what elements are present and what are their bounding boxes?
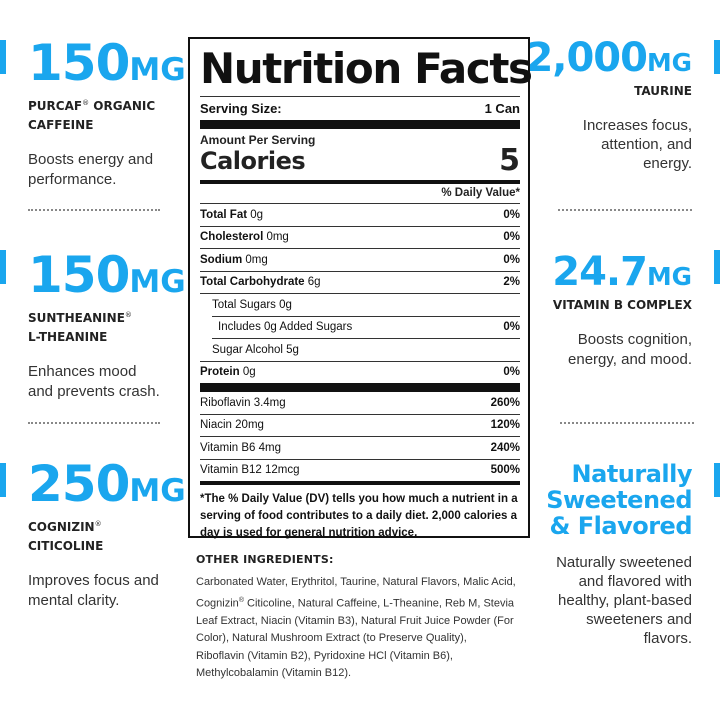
feature-desc: Improves focus and mental clarity. bbox=[28, 572, 159, 609]
amount-per-serving: Amount Per Serving bbox=[200, 133, 316, 147]
daily-value-footnote: *The % Daily Value (DV) tells you how mu… bbox=[200, 493, 518, 539]
vitamin-row: Vitamin B6 4mg 240% bbox=[200, 441, 520, 454]
nutrient-row: Sodium 0mg 0% bbox=[200, 253, 520, 266]
feature-taurine: 2,000MG TAURINE Increases focus, attentio… bbox=[522, 38, 692, 173]
feature-name: PURCAF® ORGANIC CAFFEINE bbox=[28, 99, 156, 132]
feature-desc: Increases focus, attention, and energy. bbox=[582, 117, 692, 172]
feature-amount: 2,000MG bbox=[525, 35, 692, 81]
other-ingredients-title: OTHER INGREDIENTS: bbox=[196, 553, 334, 566]
serving-size-value: 1 Can bbox=[484, 101, 520, 116]
accent-bar bbox=[714, 40, 720, 74]
feature-amount: 24.7MG bbox=[552, 249, 692, 295]
nutrient-row: Total Fat 0g 0% bbox=[200, 208, 520, 221]
feature-desc: Naturally sweetened and flavored with heal… bbox=[556, 554, 692, 647]
accent-bar bbox=[0, 463, 6, 497]
feature-citicoline: 250MG COGNIZIN® CITICOLINE Improves focus… bbox=[28, 459, 186, 611]
feature-desc: Boosts cognition, energy, and mood. bbox=[568, 331, 692, 368]
accent-bar bbox=[714, 463, 720, 497]
other-ingredients-text: Carbonated Water, Erythritol, Taurine, N… bbox=[196, 576, 516, 680]
vitamin-row: Niacin 20mg 120% bbox=[200, 419, 520, 432]
feature-caffeine: 150MG PURCAF® ORGANIC CAFFEINE Boosts ene… bbox=[28, 38, 186, 190]
accent-bar bbox=[714, 250, 720, 284]
feature-desc: Boosts energy and performance. bbox=[28, 151, 154, 188]
nutrient-row: Includes 0g Added Sugars 0% bbox=[218, 321, 520, 334]
nutrient-row: Cholesterol 0mg 0% bbox=[200, 231, 520, 244]
feature-name: SUNTHEANINE® L-THEANINE bbox=[28, 311, 132, 344]
daily-value-header: % Daily Value* bbox=[441, 187, 520, 199]
serving-size-label: Serving Size: bbox=[200, 101, 282, 116]
vitamin-row: Vitamin B12 12mcg 500% bbox=[200, 464, 520, 477]
divider bbox=[560, 422, 694, 424]
nutrient-row: Total Sugars 0g bbox=[212, 298, 292, 311]
calories-label: Calories bbox=[200, 147, 306, 175]
nutrient-row: Total Carbohydrate 6g 2% bbox=[200, 276, 520, 289]
feature-name: COGNIZIN® CITICOLINE bbox=[28, 520, 104, 553]
feature-name: TAURINE bbox=[634, 84, 692, 98]
feature-amount: 150MG bbox=[28, 34, 186, 92]
serving-size-row: Serving Size: 1 Can bbox=[200, 97, 520, 120]
feature-b-complex: 24.7MG VITAMIN B COMPLEX Boosts cognitio… bbox=[522, 252, 692, 370]
feature-natural: Naturally Sweetened & Flavored Naturally s… bbox=[512, 461, 692, 648]
nutrition-facts-panel: Nutrition Facts Serving Size: 1 Can Amou… bbox=[188, 37, 533, 539]
feature-theanine: 150MG SUNTHEANINE® L-THEANINE Enhances mo… bbox=[28, 250, 186, 402]
divider bbox=[28, 422, 160, 424]
nutrient-row: Sugar Alcohol 5g bbox=[212, 343, 299, 356]
nutrition-title: Nutrition Facts bbox=[200, 44, 533, 93]
accent-bar bbox=[0, 250, 6, 284]
calories-value: 5 bbox=[499, 143, 520, 178]
vitamin-row: Riboflavin 3.4mg 260% bbox=[200, 396, 520, 409]
feature-amount: 250MG bbox=[28, 455, 186, 513]
divider bbox=[558, 209, 692, 211]
feature-desc: Enhances mood and prevents crash. bbox=[28, 363, 160, 400]
feature-name: VITAMIN B COMPLEX bbox=[552, 298, 692, 312]
accent-bar bbox=[0, 40, 6, 74]
feature-headline: Naturally Sweetened & Flavored bbox=[546, 460, 692, 540]
feature-amount: 150MG bbox=[28, 246, 186, 304]
nutrient-row: Protein 0g 0% bbox=[200, 366, 520, 379]
divider bbox=[28, 209, 160, 211]
calories-row: Calories 5 bbox=[200, 143, 520, 178]
